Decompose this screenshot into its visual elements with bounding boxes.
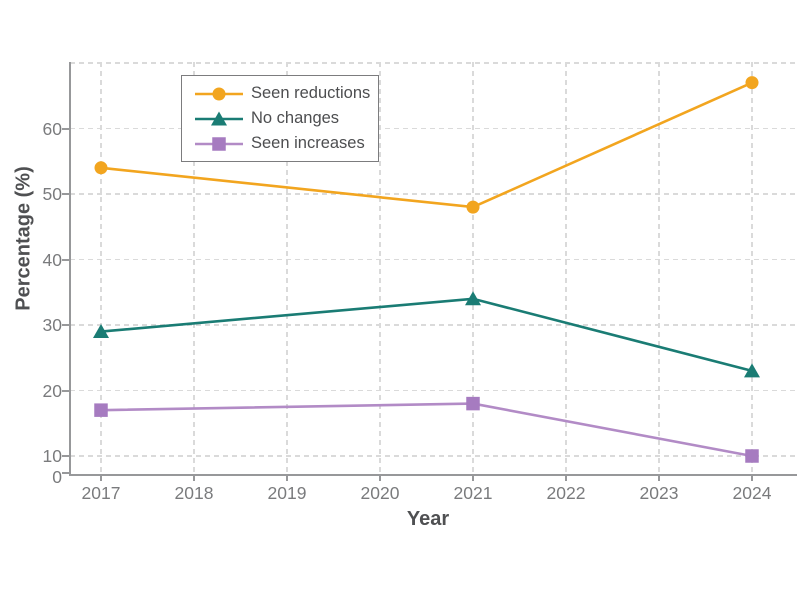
- gridline-horizontal: [70, 193, 797, 195]
- gridline-horizontal: [70, 455, 797, 457]
- x-tick-label: 2021: [453, 483, 493, 503]
- x-tick: [565, 475, 567, 481]
- gridline-vertical: [751, 62, 753, 474]
- x-tick: [658, 475, 660, 481]
- data-point-no-changes-2017: [93, 324, 109, 339]
- y-tick: [62, 258, 69, 261]
- series-line-seen-increases: [100, 402, 753, 458]
- legend-marker-shape: [212, 136, 226, 151]
- gridline-horizontal: [70, 258, 797, 261]
- legend: Seen reductions No changes Seen increases: [181, 75, 379, 162]
- x-tick-label: 2019: [267, 483, 307, 503]
- gridline-horizontal: [70, 389, 797, 392]
- data-point-seen-reductions-2017: [94, 161, 108, 175]
- gridline-horizontal: [70, 127, 797, 130]
- x-tick: [286, 475, 288, 481]
- gridline-vertical: [100, 62, 102, 474]
- x-tick: [379, 475, 381, 481]
- data-point-no-changes-2024: [744, 363, 760, 378]
- y-tick-label: 20: [42, 380, 62, 401]
- legend-label: Seen increases: [251, 134, 365, 152]
- x-axis-spine: [68, 473, 797, 476]
- data-point-seen-increases-2024: [745, 449, 759, 463]
- gridline-vertical: [379, 62, 381, 474]
- gridline-vertical: [472, 62, 474, 474]
- legend-item: Seen reductions: [195, 81, 378, 106]
- y-tick: [62, 324, 69, 326]
- legend-marker-circle-icon: [195, 87, 243, 100]
- gridline-vertical: [193, 62, 195, 474]
- x-axis-title: Year: [406, 508, 450, 530]
- x-tick-label: 2024: [732, 483, 772, 503]
- legend-item: No changes: [195, 106, 378, 131]
- legend-label: No changes: [251, 109, 340, 127]
- x-tick-label: 2023: [639, 483, 679, 503]
- x-tick-label: 2017: [81, 483, 121, 503]
- gridline-horizontal: [70, 324, 797, 326]
- x-tick: [751, 475, 753, 481]
- data-point-seen-reductions-2021: [466, 200, 480, 214]
- y-tick-label: 10: [42, 446, 62, 466]
- series-line-no-changes: [100, 297, 753, 373]
- legend-marker-square-icon: [195, 136, 243, 151]
- x-tick: [193, 475, 195, 481]
- data-point-seen-increases-2017: [94, 403, 108, 417]
- y-tick: [62, 455, 69, 457]
- y-tick-label: 30: [42, 315, 62, 335]
- gridline-vertical: [658, 62, 660, 474]
- y-tick: [62, 193, 69, 195]
- x-tick-label: 2018: [174, 483, 214, 503]
- legend-marker-shape: [212, 87, 226, 100]
- y-axis-spine: [68, 62, 71, 476]
- x-tick-label: 2020: [360, 483, 400, 503]
- y-tick-label: 40: [42, 249, 62, 270]
- x-tick: [472, 475, 474, 481]
- y-tick-label: 50: [42, 184, 62, 204]
- y-tick-label: 0: [52, 467, 62, 487]
- y-tick: [62, 389, 69, 392]
- data-point-seen-increases-2021: [466, 396, 480, 411]
- legend-item: Seen increases: [195, 131, 378, 156]
- legend-label: Seen reductions: [251, 84, 371, 102]
- gridline-horizontal: [70, 62, 797, 64]
- gridline-vertical: [565, 62, 567, 474]
- gridline-vertical: [286, 62, 288, 474]
- y-tick: [62, 472, 69, 474]
- data-point-seen-reductions-2024: [745, 76, 759, 90]
- y-tick-label: 60: [42, 118, 62, 139]
- y-tick: [62, 127, 69, 130]
- x-tick: [100, 475, 102, 481]
- x-tick-label: 2022: [546, 483, 586, 503]
- data-point-no-changes-2021: [465, 291, 481, 306]
- legend-marker-triangle-icon: [195, 111, 243, 125]
- legend-marker-shape: [211, 111, 227, 125]
